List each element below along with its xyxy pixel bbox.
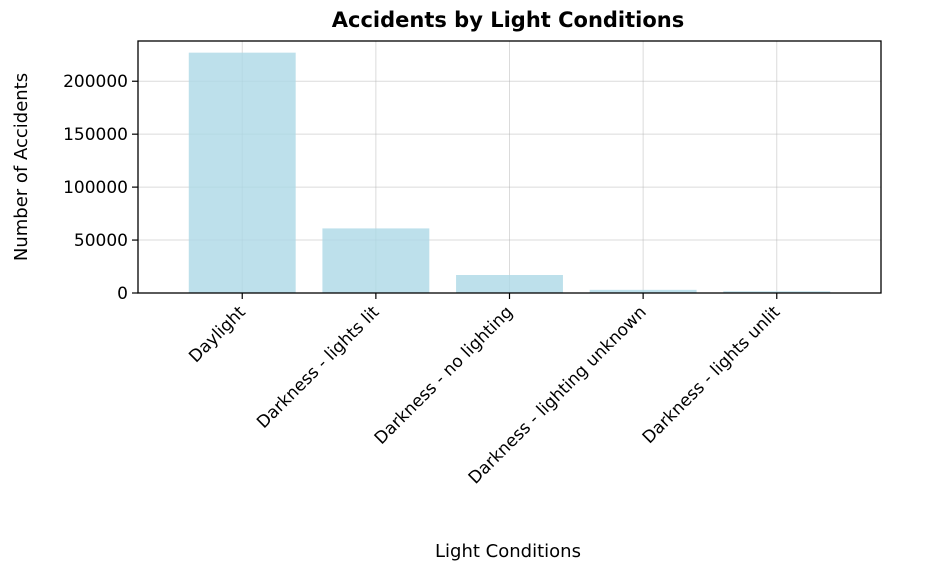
x-tick-label: Daylight <box>185 302 250 367</box>
bar-2 <box>456 275 563 293</box>
y-tick-label: 50000 <box>74 231 128 251</box>
x-tick-label: Darkness - lights unlit <box>639 302 785 448</box>
y-tick-label: 150000 <box>63 125 128 145</box>
y-tick-label: 200000 <box>63 72 128 92</box>
bar-1 <box>322 228 430 293</box>
x-axis-label: Light Conditions <box>435 541 581 562</box>
bar-4 <box>723 291 831 293</box>
y-tick-label: 0 <box>117 284 128 304</box>
y-tick-label: 100000 <box>63 178 128 198</box>
bar-0 <box>188 52 296 293</box>
y-axis: 0 50000 100000 150000 200000 <box>63 72 138 304</box>
bars <box>188 52 831 293</box>
x-tick-label: Darkness - no lighting <box>371 302 517 448</box>
bar-3 <box>589 289 697 293</box>
x-tick-label: Darkness - lights lit <box>253 302 384 433</box>
chart-title: Accidents by Light Conditions <box>332 8 685 32</box>
y-axis-label: Number of Accidents <box>11 73 32 261</box>
